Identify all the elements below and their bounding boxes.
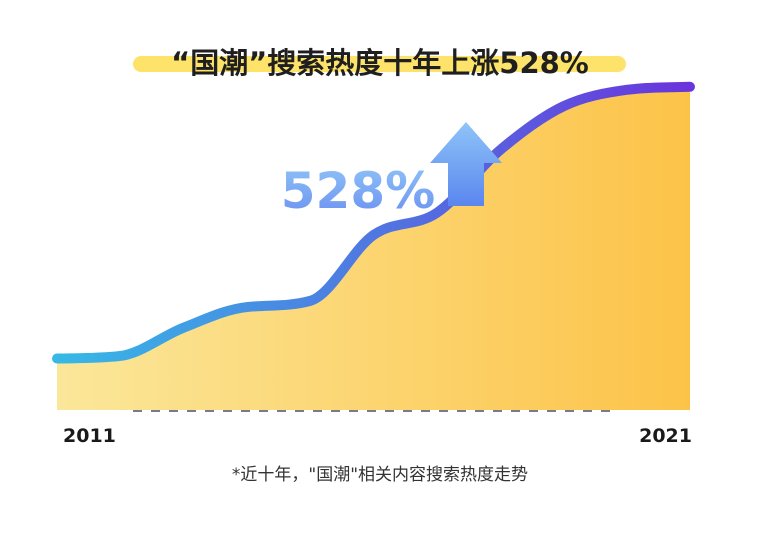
chart-footnote: *近十年，"国潮"相关内容搜索热度走势 [232, 465, 528, 485]
x-tick-label-end: 2021 [639, 425, 692, 447]
title-highlight-bar [133, 56, 626, 72]
up-arrow-icon [430, 122, 502, 206]
trend-line [52, 81, 695, 364]
trend-area-fill [57, 86, 690, 410]
highlight-percentage: 528% [281, 162, 435, 220]
x-tick-label-start: 2011 [63, 425, 116, 447]
chart-title: “国潮”搜索热度十年上涨528% [171, 46, 589, 80]
